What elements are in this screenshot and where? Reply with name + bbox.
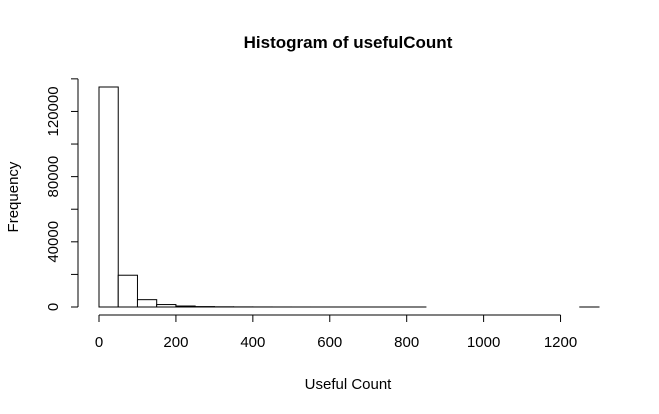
- x-axis-label: Useful Count: [305, 376, 393, 393]
- histogram-bar: [175, 305, 196, 308]
- y-tick-label: 120000: [45, 86, 62, 136]
- histogram-bar: [136, 299, 158, 308]
- histogram-bars: [98, 86, 600, 308]
- y-tick-label: 80000: [45, 156, 62, 198]
- y-tick-label: 0: [45, 303, 62, 311]
- histogram-bar: [117, 274, 138, 308]
- histogram-bar: [156, 304, 177, 308]
- chart-title: Histogram of usefulCount: [244, 33, 453, 52]
- x-tick-label: 1200: [544, 334, 577, 351]
- histogram-bar: [98, 86, 119, 308]
- y-axis: 0 40000 80000 120000: [45, 78, 79, 311]
- x-tick-label: 1000: [467, 334, 500, 351]
- y-tick-label: 40000: [45, 221, 62, 263]
- x-tick-label: 600: [317, 334, 342, 351]
- x-tick-label: 0: [95, 334, 103, 351]
- y-axis-label: Frequency: [5, 161, 22, 232]
- x-axis: 0 200 400 600 800 1000 1200: [95, 314, 577, 351]
- x-tick-label: 200: [163, 334, 188, 351]
- x-tick-label: 400: [240, 334, 265, 351]
- x-tick-label: 800: [394, 334, 419, 351]
